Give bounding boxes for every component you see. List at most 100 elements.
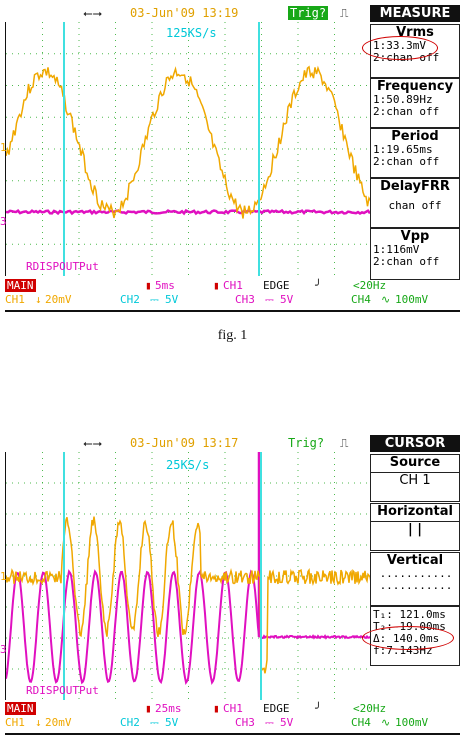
ch2-coupling-icon: ⎓ bbox=[150, 293, 159, 306]
measure-item-title: DelayFRR bbox=[380, 179, 450, 194]
ch4-scale: 100mV bbox=[395, 293, 429, 306]
measure-value: 1:50.89Hz bbox=[373, 93, 433, 106]
ch3-trace bbox=[6, 569, 371, 686]
cursor-source[interactable]: Source CH 1 bbox=[370, 454, 460, 502]
top-status-bar: ⭠⭢ 03-Jun'09 13:17 Trig? ⎍ bbox=[5, 435, 370, 451]
filter-value: <20Hz bbox=[353, 279, 387, 292]
measure-vpp[interactable]: Vpp 1:116mV 2:chan off bbox=[370, 228, 460, 280]
bottom-divider bbox=[5, 310, 460, 312]
ch2-coupling-icon: ⎓ bbox=[150, 716, 159, 729]
ch3-coupling-icon: ⎓ bbox=[265, 293, 274, 306]
ch1-trace bbox=[6, 516, 371, 674]
bottom-divider bbox=[5, 733, 460, 735]
channel-name-label: RDISPOUTPut bbox=[26, 684, 99, 697]
ch1-coupling-icon: ↓ bbox=[35, 293, 42, 306]
channel-name-label: RDISPOUTPut bbox=[26, 260, 99, 273]
trigger-mode: EDGE bbox=[263, 279, 290, 292]
timebase: 25ms bbox=[155, 702, 182, 715]
usb-icon: ⭠⭢ bbox=[83, 6, 103, 20]
ch3-scale: 5V bbox=[280, 293, 294, 306]
ch1-trace bbox=[6, 65, 371, 219]
datetime: 03-Jun'09 13:19 bbox=[130, 6, 239, 20]
datetime: 03-Jun'09 13:17 bbox=[130, 436, 239, 450]
horizontal-title: Horizontal bbox=[377, 504, 453, 519]
usb-icon: ⭠⭢ bbox=[83, 436, 103, 450]
ch1-ground-marker: 1 bbox=[0, 570, 7, 583]
measure-delayfrr[interactable]: DelayFRR chan off bbox=[370, 178, 460, 228]
trigger-status: Trig? bbox=[288, 6, 329, 20]
trigger-status: Trig? bbox=[288, 436, 325, 450]
cursor-vertical[interactable]: Vertical ........... ........... bbox=[370, 552, 460, 606]
ch4-label: CH4 bbox=[351, 293, 371, 306]
cursor-menu: CURSOR Source CH 1 Horizontal | | Vertic… bbox=[370, 435, 460, 705]
menu-title: CURSOR bbox=[370, 435, 460, 452]
scope-figure-2: ⭠⭢ 03-Jun'09 13:17 Trig? ⎍ 25KS/s RDISPO… bbox=[0, 430, 465, 748]
measure-item-title: Period bbox=[391, 129, 439, 144]
measure-period[interactable]: Period 1:19.65ms 2:chan off bbox=[370, 128, 460, 178]
ch2-scale: 5V bbox=[165, 716, 179, 729]
measure-value: 2:chan off bbox=[373, 255, 440, 268]
pulse-icon: ⎍ bbox=[340, 436, 349, 450]
measure-value: 1:116mV bbox=[373, 243, 420, 256]
menu-title: MEASURE bbox=[370, 5, 460, 22]
timebase: 5ms bbox=[155, 279, 175, 292]
ch1-ground-marker: 1 bbox=[0, 141, 7, 154]
top-status-bar: ⭠⭢ 03-Jun'09 13:19 Trig? ⎍ bbox=[5, 5, 370, 21]
timebase-icon: ▮ bbox=[145, 279, 152, 292]
measure-item-title: Frequency bbox=[376, 79, 454, 94]
sample-rate-label: 125KS/s bbox=[166, 26, 217, 40]
ch4-coupling-icon: ∿ bbox=[381, 293, 391, 306]
main-label: MAIN bbox=[5, 279, 36, 292]
highlight-oval bbox=[362, 36, 438, 60]
vertical-dots: ........... bbox=[379, 579, 453, 592]
ch1-label: CH1 bbox=[5, 293, 25, 306]
measure-value: 2:chan off bbox=[373, 155, 440, 168]
ch3-ground-marker: 3 bbox=[0, 215, 7, 228]
pulse-icon: ⎍ bbox=[340, 6, 349, 20]
ch3-coupling-icon: ⎓ bbox=[265, 716, 274, 729]
source-title: Source bbox=[389, 455, 441, 470]
trigger-mode: EDGE bbox=[263, 702, 290, 715]
waveform-plot bbox=[6, 22, 371, 276]
ch2-label: CH2 bbox=[120, 716, 140, 729]
highlight-oval bbox=[362, 626, 454, 650]
ch1-label: CH1 bbox=[5, 716, 25, 729]
ch3-trace bbox=[6, 208, 371, 216]
cursor-horizontal[interactable]: Horizontal | | bbox=[370, 503, 460, 551]
sample-rate-label: 25KS/s bbox=[166, 458, 210, 472]
waveform-plot bbox=[6, 452, 371, 700]
ch2-label: CH2 bbox=[120, 293, 140, 306]
ch1-scale: 20mV bbox=[45, 293, 72, 306]
measure-item-title: Vpp bbox=[400, 229, 430, 244]
ch1-coupling-icon: ↓ bbox=[35, 716, 42, 729]
ch4-coupling-icon: ∿ bbox=[381, 716, 391, 729]
scope-figure-1: ⭠⭢ 03-Jun'09 13:19 Trig? ⎍ 125KS/s RDISP… bbox=[0, 0, 465, 350]
measure-value: 2:chan off bbox=[373, 105, 440, 118]
trigger-slope: ╯ bbox=[315, 702, 322, 715]
main-label: MAIN bbox=[5, 702, 36, 715]
ch1-scale: 20mV bbox=[45, 716, 72, 729]
figure-caption: fig. 1 bbox=[217, 328, 248, 343]
trigger-icon: ▮ bbox=[213, 279, 220, 292]
filter-value: <20Hz bbox=[353, 702, 387, 715]
ch4-label: CH4 bbox=[351, 716, 371, 729]
ch2-scale: 5V bbox=[165, 293, 179, 306]
timebase-icon: ▮ bbox=[145, 702, 152, 715]
vertical-title: Vertical bbox=[386, 553, 444, 568]
measure-frequency[interactable]: Frequency 1:50.89Hz 2:chan off bbox=[370, 78, 460, 128]
source-value: CH 1 bbox=[371, 472, 459, 488]
trigger-source: CH1 bbox=[223, 702, 243, 715]
waveform-screen: 25KS/s RDISPOUTPut bbox=[5, 452, 372, 700]
ch3-ground-marker: 3 bbox=[0, 643, 7, 656]
measure-value: chan off bbox=[388, 199, 442, 212]
trigger-source: CH1 bbox=[223, 279, 243, 292]
trigger-icon: ▮ bbox=[213, 702, 220, 715]
ch3-label: CH3 bbox=[235, 716, 255, 729]
t1-readout: T₁: 121.0ms bbox=[373, 608, 446, 621]
ch3-label: CH3 bbox=[235, 293, 255, 306]
waveform-screen: 125KS/s RDISPOUTPut bbox=[5, 22, 372, 276]
trigger-slope: ╯ bbox=[315, 279, 322, 292]
ch3-scale: 5V bbox=[280, 716, 294, 729]
measure-value: 1:19.65ms bbox=[373, 143, 433, 156]
vertical-dots: ........... bbox=[379, 567, 453, 580]
